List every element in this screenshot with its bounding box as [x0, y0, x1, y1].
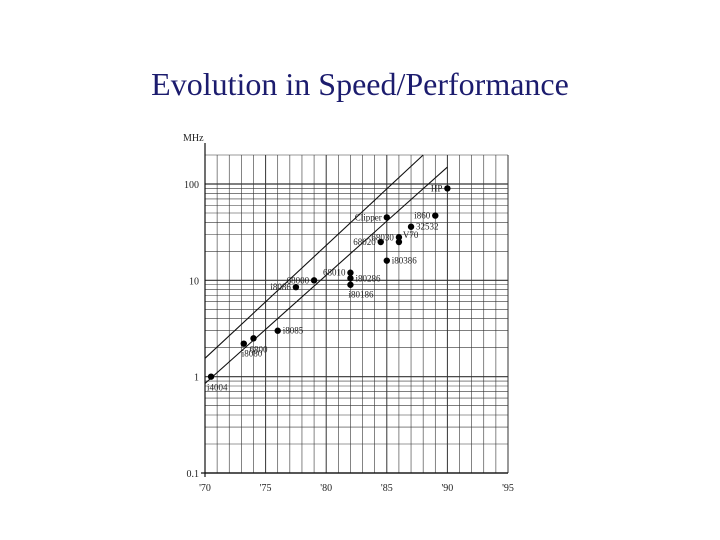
- point-i860: [432, 212, 439, 219]
- x-tick-label: '95: [502, 483, 514, 494]
- point-label-68020: 68020: [353, 237, 376, 247]
- point-label-i80186: i80186: [348, 290, 374, 300]
- slide-title: Evolution in Speed/Performance: [151, 66, 569, 102]
- trend-lines: [204, 154, 448, 384]
- y-tick-label: 1: [194, 373, 199, 384]
- y-tick-label: 10: [189, 276, 199, 287]
- point-HP: [444, 185, 451, 192]
- point-label-i80386: i80386: [392, 256, 418, 266]
- point-label-V70: V70: [403, 230, 419, 240]
- point-Clipper: [383, 214, 390, 221]
- x-tick-label: '80: [320, 483, 332, 494]
- y-tick-label: 0.1: [187, 469, 200, 480]
- point-i8080: [240, 340, 247, 347]
- point-label-68030: 68030: [371, 232, 394, 242]
- point-68000: [310, 277, 318, 284]
- point-32532: [407, 223, 415, 230]
- point-6800: [250, 335, 257, 342]
- point-i4004: [207, 373, 215, 380]
- point-label-32532: 32532: [416, 222, 439, 232]
- point-label-i8085: i8085: [283, 326, 304, 336]
- point-V70: [395, 238, 403, 246]
- point-label-i8086: i8086: [270, 282, 291, 292]
- x-tick-label: '85: [381, 483, 393, 494]
- axis-labels: MHz 100 10 1 0.1 '70 '75 '80 '85 '90 '95: [183, 133, 514, 494]
- chart-grid: [201, 143, 509, 477]
- point-label-HP: HP: [431, 183, 443, 193]
- trend-line-lower: [204, 166, 448, 384]
- y-tick-label: 100: [184, 180, 199, 191]
- data-points: [207, 185, 451, 380]
- point-68010: [347, 269, 354, 276]
- point-i80386: [383, 257, 390, 264]
- point-label-i80286: i80286: [355, 273, 381, 283]
- trend-line-upper: [204, 154, 424, 359]
- point-68020: [377, 238, 384, 246]
- point-label-Clipper: Clipper: [355, 212, 382, 222]
- point-i8086: [292, 283, 300, 291]
- x-tick-label: '75: [260, 483, 272, 494]
- x-tick-label: '90: [441, 483, 453, 494]
- point-label-68010: 68010: [323, 268, 346, 278]
- point-label-i4004: i4004: [207, 383, 228, 393]
- point-label-68000: 68000: [287, 275, 310, 285]
- point-i8085: [274, 327, 281, 334]
- y-axis-label: MHz: [183, 133, 204, 144]
- x-tick-label: '70: [199, 483, 211, 494]
- point-i80286: [347, 275, 354, 282]
- point-label-6800: 6800: [249, 344, 268, 354]
- point-i80186: [347, 281, 354, 288]
- point-label-i860: i860: [414, 211, 431, 221]
- point-label-i8080: i8080: [242, 349, 263, 359]
- point-68030: [395, 234, 403, 241]
